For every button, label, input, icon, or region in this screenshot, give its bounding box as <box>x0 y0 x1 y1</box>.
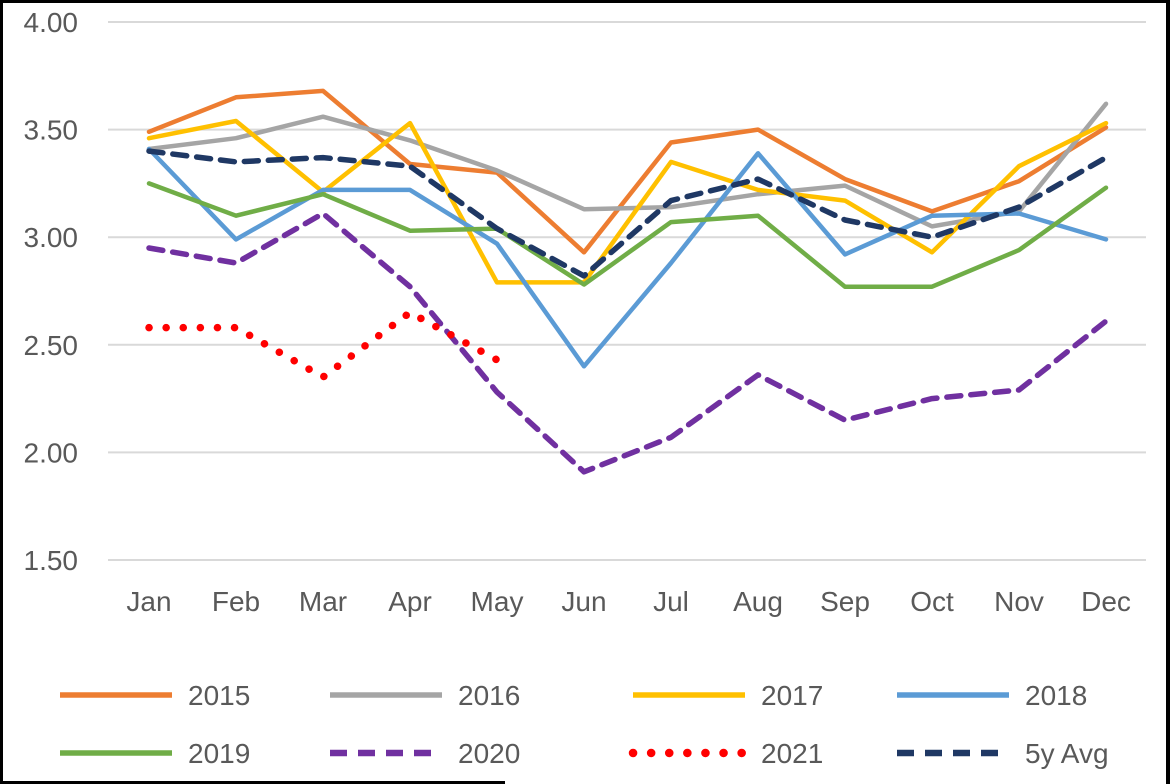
y-axis-tick-label: 3.50 <box>24 115 79 146</box>
y-axis-tick-label: 1.50 <box>24 545 79 576</box>
legend-label-2015: 2015 <box>188 680 250 711</box>
y-axis-tick-label: 4.00 <box>24 7 79 38</box>
legend-label-2020: 2020 <box>458 738 520 769</box>
x-axis-month-label: Aug <box>733 586 783 617</box>
y-axis-tick-label: 2.00 <box>24 437 79 468</box>
x-axis-month-label: Jul <box>653 586 689 617</box>
x-axis-month-label: Jan <box>126 586 171 617</box>
series-line-2015 <box>146 88 1109 255</box>
x-axis-month-label: Mar <box>299 586 347 617</box>
series-line-2017 <box>146 118 1109 285</box>
legend-label-2021: 2021 <box>761 738 823 769</box>
legend-label-2019: 2019 <box>188 738 250 769</box>
x-axis-month-label: Dec <box>1081 586 1131 617</box>
x-axis-month-label: Nov <box>994 586 1044 617</box>
series-line-2021 <box>145 308 501 381</box>
y-axis-tick-label: 3.00 <box>24 222 79 253</box>
series-line-2018 <box>146 146 1109 369</box>
y-axis-tick-label: 2.50 <box>24 330 79 361</box>
x-axis-month-label: Sep <box>820 586 870 617</box>
legend-label-2017: 2017 <box>761 680 823 711</box>
x-axis-month-label: Feb <box>212 586 260 617</box>
series-line-5y-avg <box>146 148 1109 279</box>
x-axis-month-label: Jun <box>561 586 606 617</box>
legend-label-2016: 2016 <box>458 680 520 711</box>
series-line-2019 <box>146 181 1109 289</box>
legend-label-2018: 2018 <box>1025 680 1087 711</box>
series-line-2016 <box>146 101 1109 229</box>
x-axis-month-label: Oct <box>910 586 954 617</box>
series-line-2020 <box>146 210 1109 475</box>
legend-label-5y-avg: 5y Avg <box>1025 738 1109 769</box>
x-axis-month-label: May <box>471 586 524 617</box>
x-axis-month-label: Apr <box>388 586 432 617</box>
